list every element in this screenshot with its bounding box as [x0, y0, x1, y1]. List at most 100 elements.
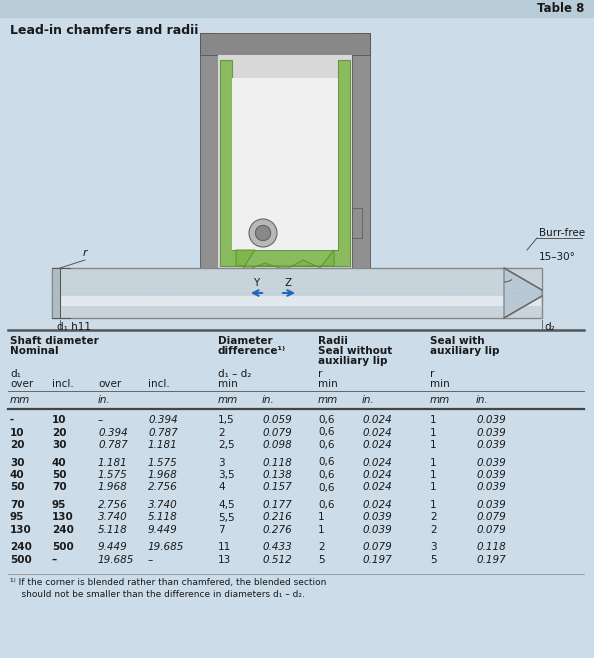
Text: 0,6: 0,6	[318, 415, 334, 425]
Text: 9.449: 9.449	[148, 525, 178, 535]
Text: 5: 5	[430, 555, 437, 565]
Text: 2: 2	[430, 513, 437, 522]
Text: 0.118: 0.118	[476, 542, 505, 553]
Text: 3,5: 3,5	[218, 470, 235, 480]
Text: 0.216: 0.216	[262, 513, 292, 522]
Text: 3.740: 3.740	[98, 513, 128, 522]
Text: 1: 1	[430, 415, 437, 425]
Text: 0,6: 0,6	[318, 470, 334, 480]
Text: 2: 2	[318, 542, 325, 553]
Text: 1: 1	[318, 513, 325, 522]
Text: 50: 50	[52, 470, 67, 480]
Text: d₂: d₂	[544, 322, 555, 332]
Text: 0,6: 0,6	[318, 482, 334, 492]
Text: 1.968: 1.968	[98, 482, 128, 492]
Text: 0.433: 0.433	[262, 542, 292, 553]
Text: Seal with: Seal with	[430, 336, 485, 346]
Text: 0.024: 0.024	[362, 415, 392, 425]
Text: 0.024: 0.024	[362, 470, 392, 480]
Text: 0,6: 0,6	[318, 457, 334, 467]
Text: 5.118: 5.118	[98, 525, 128, 535]
Text: d₁: d₁	[10, 369, 21, 379]
Text: 130: 130	[52, 513, 74, 522]
Text: 0.059: 0.059	[262, 415, 292, 425]
Text: 0.394: 0.394	[98, 428, 128, 438]
Text: 1.575: 1.575	[98, 470, 128, 480]
Text: 11: 11	[218, 542, 231, 553]
Text: 1.575: 1.575	[148, 457, 178, 467]
Text: 0.039: 0.039	[476, 415, 505, 425]
Text: 7: 7	[218, 525, 225, 535]
Text: min: min	[218, 379, 238, 389]
Text: 3: 3	[218, 457, 225, 467]
Text: 2,5: 2,5	[218, 440, 235, 450]
Text: 0.079: 0.079	[262, 428, 292, 438]
Text: Seal without: Seal without	[318, 346, 392, 356]
Text: over: over	[98, 379, 121, 389]
Text: 0.039: 0.039	[476, 440, 505, 450]
Text: 10: 10	[52, 415, 67, 425]
Text: 95: 95	[52, 500, 67, 510]
Text: 0.157: 0.157	[262, 482, 292, 492]
Text: -: -	[10, 415, 14, 425]
Text: 0.197: 0.197	[476, 555, 505, 565]
Text: 10: 10	[10, 428, 24, 438]
Text: 240: 240	[10, 542, 32, 553]
Text: 0.787: 0.787	[148, 428, 178, 438]
Text: 0.039: 0.039	[476, 500, 505, 510]
Text: d₁ h11: d₁ h11	[57, 322, 91, 332]
Text: 0.024: 0.024	[362, 428, 392, 438]
Bar	[200, 33, 218, 268]
Bar	[200, 33, 370, 55]
Text: auxiliary lip: auxiliary lip	[430, 346, 500, 356]
Text: 30: 30	[52, 440, 67, 450]
Text: 19.685: 19.685	[148, 542, 184, 553]
Text: in.: in.	[362, 395, 375, 405]
Text: in.: in.	[262, 395, 275, 405]
Text: 0.039: 0.039	[476, 457, 505, 467]
Text: 0.197: 0.197	[362, 555, 392, 565]
Text: Lead-in chamfers and radii: Lead-in chamfers and radii	[10, 24, 198, 37]
Text: 0.039: 0.039	[362, 525, 392, 535]
Bar	[232, 78, 338, 250]
Text: 0.039: 0.039	[362, 513, 392, 522]
Text: 15–30°: 15–30°	[539, 252, 576, 262]
Text: incl.: incl.	[52, 379, 74, 389]
Text: 1: 1	[430, 470, 437, 480]
Text: 0.024: 0.024	[362, 457, 392, 467]
Text: 0.039: 0.039	[476, 482, 505, 492]
Text: Y: Y	[253, 278, 259, 288]
Text: 70: 70	[52, 482, 67, 492]
Polygon shape	[504, 268, 542, 318]
Text: mm: mm	[430, 395, 450, 405]
Text: 0.394: 0.394	[148, 415, 178, 425]
Text: 1.181: 1.181	[148, 440, 178, 450]
Text: –: –	[98, 415, 103, 425]
Text: 0.276: 0.276	[262, 525, 292, 535]
Text: 0.177: 0.177	[262, 500, 292, 510]
Text: 4,5: 4,5	[218, 500, 235, 510]
Text: 70: 70	[10, 500, 24, 510]
Text: 0.079: 0.079	[476, 513, 505, 522]
Text: Diameter: Diameter	[218, 336, 273, 346]
Text: 2: 2	[218, 428, 225, 438]
Text: 2.756: 2.756	[148, 482, 178, 492]
Text: Burr-free: Burr-free	[539, 228, 585, 238]
Text: 3: 3	[430, 542, 437, 553]
Text: –: –	[52, 555, 57, 565]
Text: 0.039: 0.039	[476, 428, 505, 438]
Text: min: min	[318, 379, 338, 389]
Text: 5: 5	[318, 555, 325, 565]
Text: 1: 1	[318, 525, 325, 535]
Text: auxiliary lip: auxiliary lip	[318, 356, 387, 366]
Text: mm: mm	[318, 395, 338, 405]
Text: 0.098: 0.098	[262, 440, 292, 450]
Text: r: r	[83, 248, 87, 258]
Text: 1: 1	[430, 457, 437, 467]
Bar	[352, 33, 370, 268]
Text: 20: 20	[52, 428, 67, 438]
Text: 1: 1	[430, 482, 437, 492]
Text: 0,6: 0,6	[318, 500, 334, 510]
Text: r: r	[318, 369, 323, 379]
Text: incl.: incl.	[148, 379, 170, 389]
